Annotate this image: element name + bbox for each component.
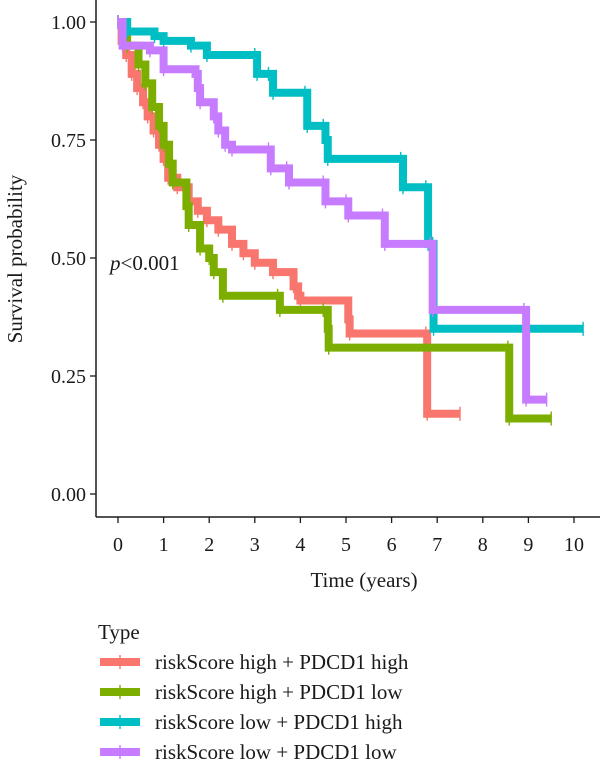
x-tick-label: 5 [341,534,351,556]
y-axis-title: Survival probability [3,174,27,343]
series-3 [117,15,584,336]
y-tick-label: 0.00 [51,484,86,506]
legend-title: Type [98,620,140,644]
y-axis: 0.00 0.25 0.50 0.75 1.00 [51,0,97,517]
y-ticks: 0.00 0.25 0.50 0.75 1.00 [51,12,96,506]
legend-label: riskScore low + PDCD1 low [155,740,398,764]
x-tick-label: 2 [204,534,214,556]
legend-item: riskScore low + PDCD1 high [100,710,403,734]
p-value-annotation: p<0.001 [108,251,180,275]
y-tick-label: 0.50 [51,248,86,270]
x-axis-title: Time (years) [310,568,417,592]
x-tick-label: 0 [113,534,123,556]
x-tick-label: 9 [523,534,533,556]
legend-items: riskScore high + PDCD1 high riskScore hig… [100,650,409,764]
legend-label: riskScore high + PDCD1 low [155,680,403,704]
survival-curve [117,18,460,418]
x-tick-label: 1 [159,534,169,556]
series-1 [117,15,461,421]
survival-curve [118,18,552,423]
legend-item: riskScore high + PDCD1 low [100,680,403,704]
x-ticks: 0 1 2 3 4 5 6 7 8 9 10 [113,517,584,556]
series-4 [117,15,548,407]
legend-item: riskScore low + PDCD1 low [100,740,398,764]
x-tick-label: 4 [295,534,305,556]
y-tick-label: 0.25 [51,366,86,388]
y-tick-label: 1.00 [51,12,86,34]
x-tick-label: 6 [387,534,397,556]
legend-item: riskScore high + PDCD1 high [100,650,409,674]
series-layer [117,15,584,426]
x-tick-label: 3 [250,534,260,556]
x-tick-label: 7 [432,534,442,556]
legend-label: riskScore high + PDCD1 high [155,650,409,674]
y-tick-label: 0.75 [51,130,86,152]
legend: Type riskScore high + PDCD1 highriskScor… [98,620,409,764]
series-2 [117,15,552,426]
legend-label: riskScore low + PDCD1 high [155,710,403,734]
x-axis: 0 1 2 3 4 5 6 7 8 9 10 [96,516,600,556]
x-tick-label: 10 [564,534,584,556]
x-tick-label: 8 [478,534,488,556]
